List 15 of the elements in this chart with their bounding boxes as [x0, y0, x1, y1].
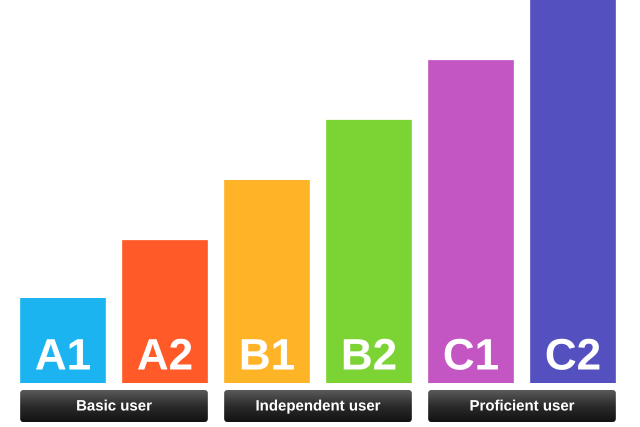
- text: Proficient user: [469, 398, 575, 414]
- bar: [530, 0, 616, 383]
- bar: [122, 240, 208, 383]
- text: Independent user: [255, 398, 381, 414]
- x-tick-label: A1: [34, 330, 92, 380]
- bar: [224, 180, 310, 383]
- x-tick-label: B1: [238, 330, 296, 380]
- bar: [428, 60, 514, 383]
- x-tick-label: B2: [340, 330, 398, 380]
- x-tick-label: C2: [544, 330, 602, 380]
- bar: [326, 120, 412, 383]
- bar: [20, 298, 106, 383]
- x-tick-label: A2: [136, 330, 194, 380]
- x-tick-label: C1: [442, 330, 500, 380]
- text: Basic user: [76, 398, 152, 414]
